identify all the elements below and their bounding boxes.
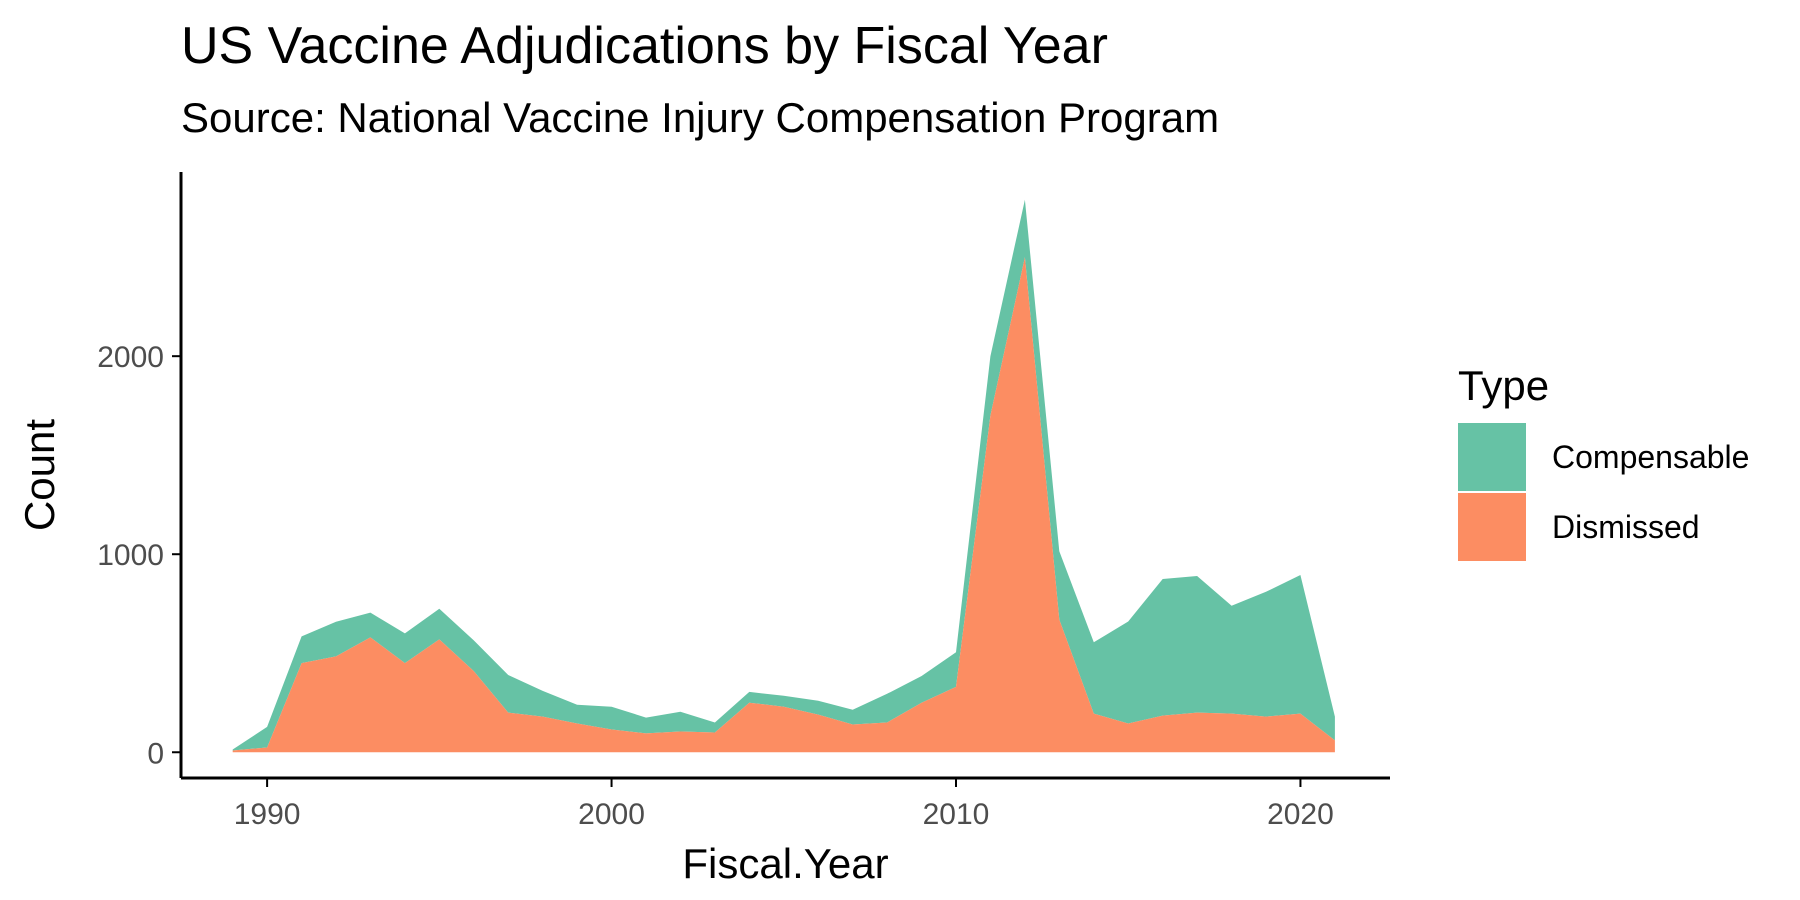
chart-title: US Vaccine Adjudications by Fiscal Year	[181, 17, 1108, 75]
area-compensable	[232, 199, 1335, 751]
legend-swatch-dismissed	[1458, 493, 1526, 561]
legend-title: Type	[1458, 362, 1550, 409]
x-tick-label: 2020	[1267, 798, 1334, 831]
legend-item-compensable: Compensable	[1458, 422, 1749, 492]
y-tick-label: 2000	[97, 341, 164, 374]
area-dismissed	[232, 257, 1335, 753]
x-tick-label: 1990	[234, 798, 301, 831]
chart-subtitle: Source: National Vaccine Injury Compensa…	[181, 94, 1220, 141]
x-tick-label: 2010	[923, 798, 990, 831]
legend: Type Compensable Dismissed	[1458, 360, 1749, 562]
y-axis-ticks: 0 1000 2000	[97, 341, 181, 770]
x-axis-title: Fiscal.Year	[682, 840, 888, 887]
legend-label-dismissed: Dismissed	[1552, 508, 1700, 545]
legend-item-dismissed: Dismissed	[1458, 492, 1749, 562]
x-tick-label: 2000	[578, 798, 645, 831]
y-tick-label: 0	[147, 737, 164, 770]
legend-swatch-compensable	[1458, 423, 1526, 491]
x-axis-ticks: 1990 2000 2010 2020	[234, 778, 1334, 831]
y-tick-label: 1000	[97, 539, 164, 572]
y-axis-title: Count	[16, 419, 63, 531]
legend-label-compensable: Compensable	[1552, 438, 1750, 475]
areas-layer	[232, 199, 1335, 753]
